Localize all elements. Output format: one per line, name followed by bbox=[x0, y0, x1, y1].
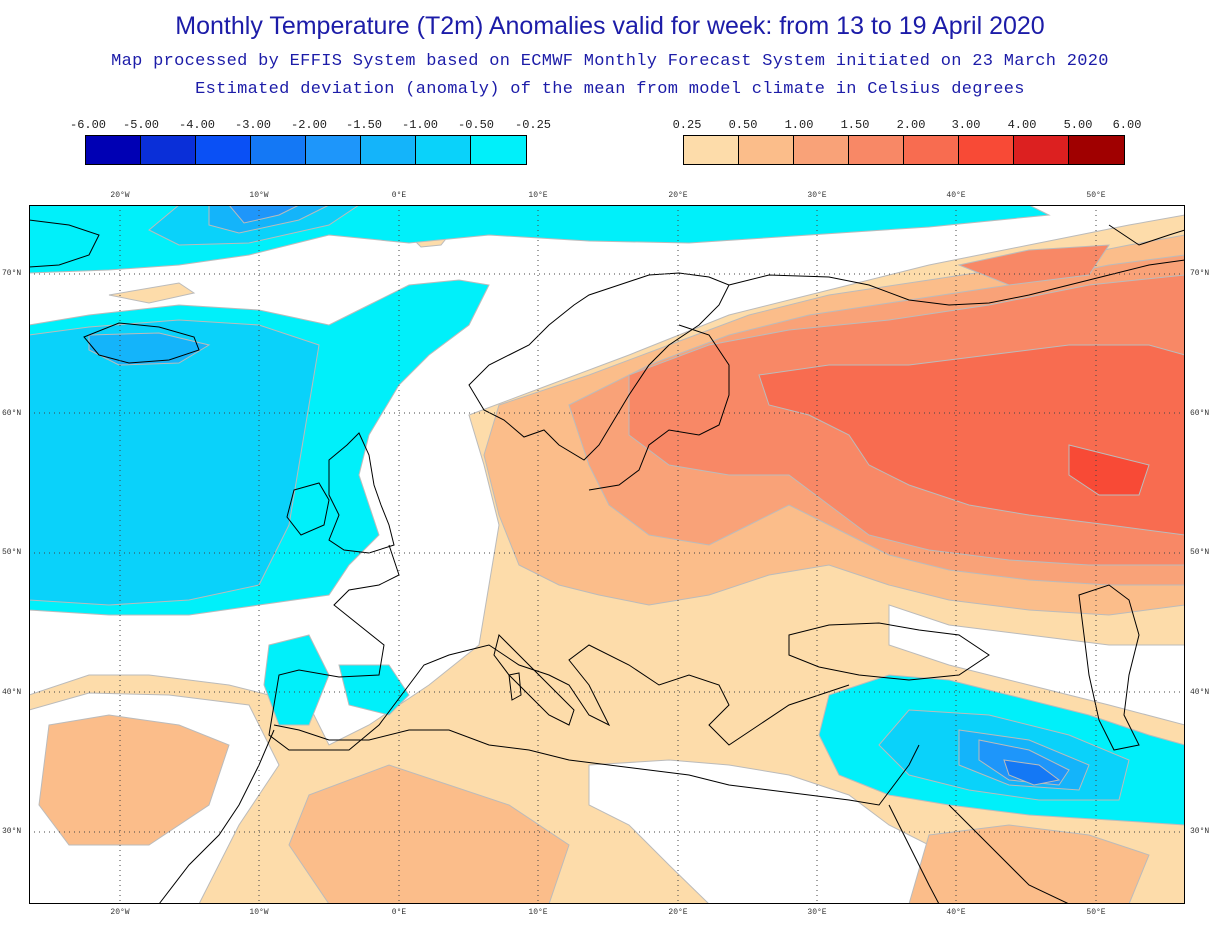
anomaly-region-neg2.00 bbox=[1003, 759, 1061, 786]
lat-label-right: 70°N bbox=[1190, 269, 1210, 278]
legend-label: 1.50 bbox=[840, 118, 870, 132]
lat-label-right: 40°N bbox=[1190, 688, 1210, 697]
lat-label-left: 50°N bbox=[2, 548, 22, 557]
legend-swatch bbox=[904, 136, 959, 164]
legend-swatch bbox=[251, 136, 306, 164]
legend-swatch bbox=[416, 136, 471, 164]
legend-swatch bbox=[794, 136, 849, 164]
legend-label: 6.00 bbox=[1112, 118, 1142, 132]
lat-label-left: 40°N bbox=[2, 688, 22, 697]
legend-negative-swatches bbox=[85, 135, 527, 165]
legend-swatch bbox=[1069, 136, 1124, 164]
map-subtitle-processing: Map processed by EFFIS System based on E… bbox=[111, 52, 1109, 71]
legend-swatch bbox=[141, 136, 196, 164]
lon-label-bottom: 20°E bbox=[668, 908, 688, 917]
legend-positive: 0.25 0.50 1.00 1.50 2.00 3.00 4.00 5.00 … bbox=[673, 118, 1142, 165]
lon-label-top: 20°W bbox=[110, 191, 130, 200]
anomaly-region-2.00 bbox=[758, 344, 1185, 536]
legend-label: -3.00 bbox=[234, 118, 272, 132]
legend-label: -2.00 bbox=[290, 118, 328, 132]
lon-label-top: 10°W bbox=[249, 191, 269, 200]
anomaly-region-3.00 bbox=[1068, 444, 1150, 496]
legend-swatch bbox=[306, 136, 361, 164]
legend-swatch bbox=[196, 136, 251, 164]
legend-swatch bbox=[959, 136, 1014, 164]
legend-swatch bbox=[739, 136, 794, 164]
legend-label: -0.50 bbox=[457, 118, 495, 132]
legend-label: 4.00 bbox=[1007, 118, 1037, 132]
legend-label: -1.50 bbox=[345, 118, 383, 132]
lon-label-top: 0°E bbox=[391, 191, 407, 200]
legend-label: 5.00 bbox=[1063, 118, 1093, 132]
legend-swatch bbox=[471, 136, 526, 164]
lon-label-bottom: 20°W bbox=[110, 908, 130, 917]
lon-label-top: 40°E bbox=[946, 191, 966, 200]
anomaly-map bbox=[29, 205, 1185, 904]
lon-label-bottom: 50°E bbox=[1086, 908, 1106, 917]
legend-negative: -6.00 -5.00 -4.00 -3.00 -2.00 -1.50 -1.0… bbox=[70, 118, 551, 165]
legend-label: -6.00 bbox=[69, 118, 107, 132]
legend-label: 0.50 bbox=[728, 118, 758, 132]
legend-swatch bbox=[361, 136, 416, 164]
map-frame bbox=[29, 205, 1185, 904]
legend-swatch bbox=[86, 136, 141, 164]
legend-positive-labels: 0.25 0.50 1.00 1.50 2.00 3.00 4.00 5.00 … bbox=[673, 118, 1142, 134]
legend-swatch bbox=[849, 136, 904, 164]
legend-positive-swatches bbox=[683, 135, 1125, 165]
lat-label-right: 60°N bbox=[1190, 409, 1210, 418]
lon-label-top: 30°E bbox=[807, 191, 827, 200]
legend-label: -5.00 bbox=[122, 118, 160, 132]
lon-label-bottom: 10°E bbox=[528, 908, 548, 917]
lat-label-right: 50°N bbox=[1190, 548, 1210, 557]
lon-label-bottom: 40°E bbox=[946, 908, 966, 917]
lon-label-top: 20°E bbox=[668, 191, 688, 200]
lat-label-left: 70°N bbox=[2, 269, 22, 278]
legend-label: 3.00 bbox=[951, 118, 981, 132]
legend-label: 1.00 bbox=[784, 118, 814, 132]
lat-label-left: 30°N bbox=[2, 827, 22, 836]
legend-label: -4.00 bbox=[178, 118, 216, 132]
legend-swatch bbox=[684, 136, 739, 164]
legend-label: -0.25 bbox=[514, 118, 552, 132]
legend-label: -1.00 bbox=[401, 118, 439, 132]
legend-swatch bbox=[1014, 136, 1069, 164]
map-title: Monthly Temperature (T2m) Anomalies vali… bbox=[175, 12, 1045, 40]
map-subtitle-units: Estimated deviation (anomaly) of the mea… bbox=[195, 80, 1025, 99]
lon-label-bottom: 10°W bbox=[249, 908, 269, 917]
lon-label-top: 50°E bbox=[1086, 191, 1106, 200]
legend-negative-labels: -6.00 -5.00 -4.00 -3.00 -2.00 -1.50 -1.0… bbox=[70, 118, 551, 134]
lon-label-bottom: 30°E bbox=[807, 908, 827, 917]
lat-label-right: 30°N bbox=[1190, 827, 1210, 836]
lon-label-top: 10°E bbox=[528, 191, 548, 200]
legend-label: 0.25 bbox=[672, 118, 702, 132]
legend-label: 2.00 bbox=[896, 118, 926, 132]
lat-label-left: 60°N bbox=[2, 409, 22, 418]
lon-label-bottom: 0°E bbox=[391, 908, 407, 917]
